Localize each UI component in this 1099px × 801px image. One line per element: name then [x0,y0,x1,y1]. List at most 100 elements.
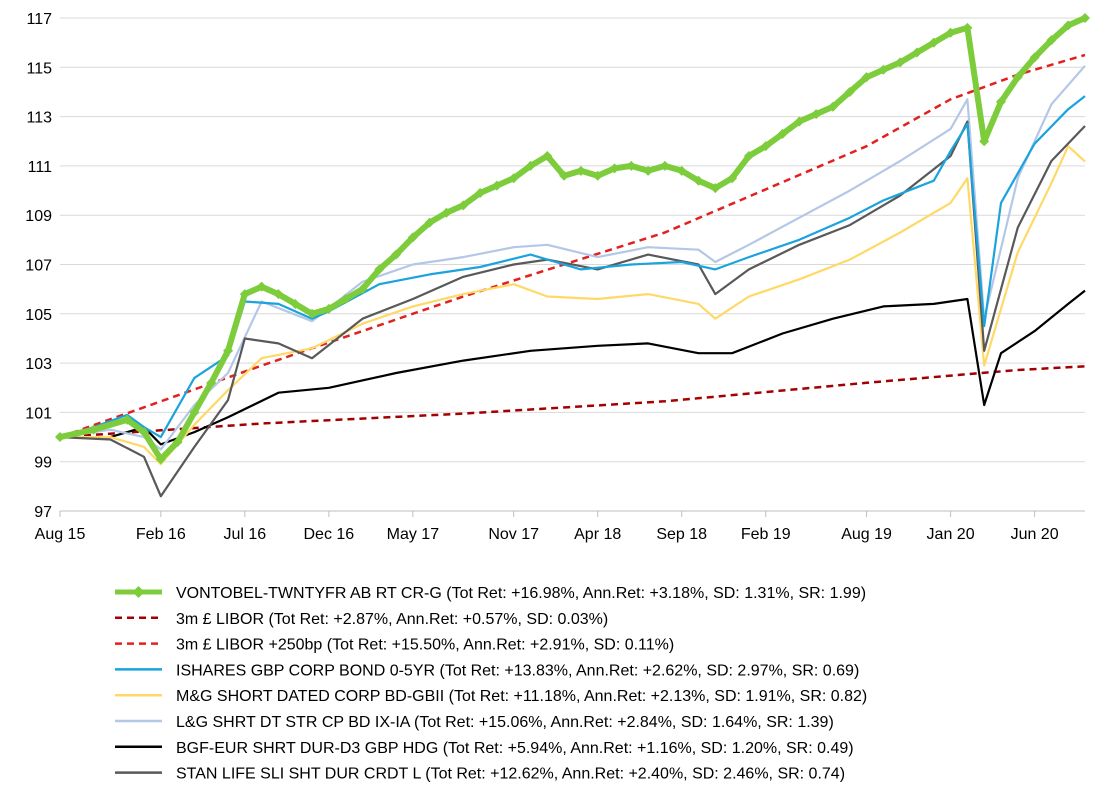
y-tick-label: 107 [25,258,52,275]
series-marker [962,22,973,33]
series-marker [256,281,267,292]
series-marker [794,116,805,127]
legend-label: M&G SHORT DATED CORP BD-GBII (Tot Ret: +… [176,688,867,705]
series-marker [273,289,284,300]
series-marker [760,141,771,152]
series-marker [441,207,452,218]
x-tick-label: Feb 19 [741,526,791,543]
series-marker [391,249,402,260]
y-tick-label: 113 [26,110,52,127]
series-marker [88,424,99,435]
series-marker [693,175,704,186]
series-marker [1080,13,1090,23]
series-marker [340,294,351,305]
series-lines [55,13,1090,498]
series-line-7 [59,120,1086,498]
series-marker [995,96,1006,107]
series-marker [895,57,906,68]
x-axis: Aug 15 Feb 16 Jul 16 Dec 16 May 17 Nov 17 Apr … [35,510,1085,543]
legend-label: BGF-EUR SHRT DUR-D3 GBP HDG (Tot Ret: +5… [176,740,854,757]
series-marker [458,200,469,211]
y-tick-label: 103 [25,356,52,373]
x-tick-label: Jan 20 [927,526,975,543]
series-marker [424,217,435,228]
x-tick-label: Jul 16 [223,526,266,543]
series-marker [290,298,301,309]
legend: VONTOBEL-TWNTYFR AB RT CR-G (Tot Ret: +1… [115,585,867,783]
series-marker [491,180,502,191]
series-marker [525,160,536,171]
y-tick-label: 105 [25,307,52,324]
series-marker [1012,72,1023,83]
x-tick-label: Apr 18 [574,526,621,543]
series-marker [542,151,553,162]
x-tick-label: Jun 20 [1011,526,1059,543]
series-marker [626,160,637,171]
series-marker [609,163,620,174]
series-line-0 [59,15,1087,463]
series-marker [911,47,922,58]
series-marker [1046,35,1057,46]
y-tick-label: 101 [25,405,52,422]
y-tick-label: 115 [26,60,52,77]
series-marker [676,165,687,176]
series-marker [1063,20,1074,31]
series-marker [1029,52,1040,63]
series-line-6 [60,289,1086,446]
series-marker [223,345,234,356]
series-line-3 [59,95,1086,439]
legend-marker [132,586,145,598]
legend-label: 3m £ LIBOR (Tot Ret: +2.87%, Ann.Ret: +0… [176,611,608,628]
series-marker [928,37,939,48]
series-marker [592,170,603,181]
legend-label: STAN LIFE SLI SHT DUR CRDT L (Tot Ret: +… [176,766,845,783]
series-marker [172,436,183,447]
series-line-2 [59,53,1086,439]
y-tick-label: 97 [34,504,52,521]
series-marker [139,427,150,438]
series-marker [508,173,519,184]
x-tick-label: Aug 19 [841,526,892,543]
series-line-1 [59,365,1086,439]
x-tick-label: Feb 16 [136,526,186,543]
series-marker [374,264,385,275]
series-marker [559,170,570,181]
series-marker [743,151,754,162]
series-marker [206,377,217,388]
series-marker [727,173,738,184]
legend-label: ISHARES GBP CORP BOND 0-5YR (Tot Ret: +1… [176,662,859,679]
series-marker [307,308,318,319]
x-tick-label: Aug 15 [35,526,86,543]
legend-label: VONTOBEL-TWNTYFR AB RT CR-G (Tot Ret: +1… [176,585,866,602]
y-tick-label: 99 [34,455,52,472]
x-tick-label: Dec 16 [304,526,355,543]
series-marker [575,165,586,176]
series-line-4 [60,145,1086,466]
legend-label: L&G SHRT DT STR CP BD IX-IA (Tot Ret: +1… [176,714,834,731]
series-marker [811,109,822,120]
y-tick-label: 109 [25,208,52,225]
series-marker [878,64,889,75]
legend-label: 3m £ LIBOR +250bp (Tot Ret: +15.50%, Ann… [176,637,674,654]
x-tick-label: May 17 [387,526,440,543]
series-marker [155,454,166,465]
series-marker [475,188,486,199]
series-marker [357,284,368,295]
series-marker [323,303,334,314]
series-marker [844,86,855,97]
x-tick-label: Sep 18 [656,526,707,543]
y-axis-tick-labels: 97 99 101 103 105 107 109 111 113 115 117 [25,11,52,521]
series-marker [861,72,872,83]
series-marker [407,232,418,243]
series-line-5 [59,65,1086,451]
y-tick-label: 111 [28,159,52,176]
y-tick-label: 117 [26,11,52,28]
series-marker [827,101,838,112]
series-marker [979,136,990,147]
series-marker [189,407,200,418]
series-marker [239,289,250,300]
series-marker [710,183,721,194]
series-marker [777,128,788,139]
x-tick-label: Nov 17 [488,526,539,543]
